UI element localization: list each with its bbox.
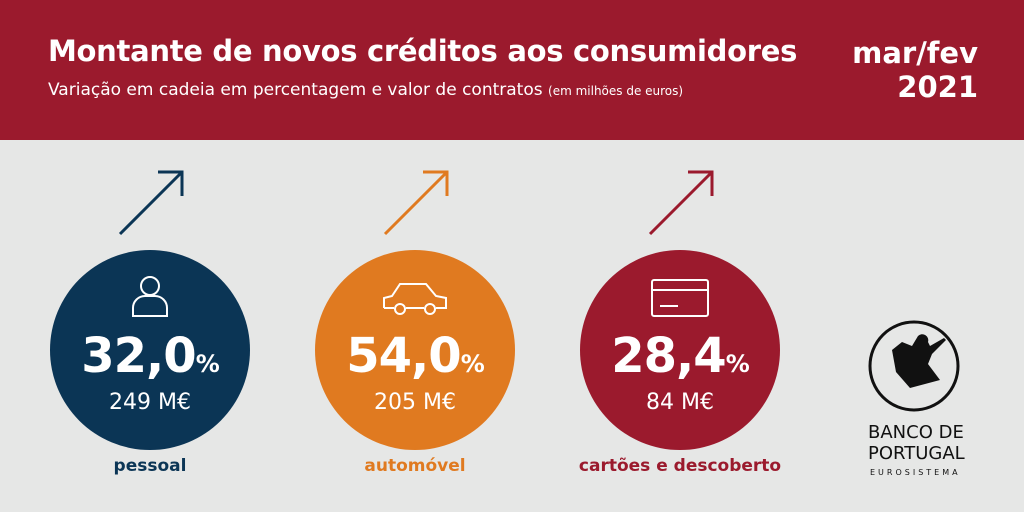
banco-de-portugal-logo: BANCO DE PORTUGAL EUROSISTEMA [862, 320, 972, 477]
credit-card-icon [651, 279, 709, 317]
logo-name-line2: PORTUGAL [868, 443, 965, 464]
trend-up-arrow-icon [118, 170, 184, 236]
percentage: 54,0% [346, 328, 484, 384]
amount: 249 M€ [109, 390, 191, 415]
card-cartoes: 28,4% 84 M€ [580, 250, 780, 450]
trend-up-arrow-icon [648, 170, 714, 236]
subtitle-text: Variação em cadeia em percentagem e valo… [48, 80, 543, 100]
page-title: Montante de novos créditos aos consumido… [48, 34, 798, 68]
label-automovel: automóvel [364, 456, 466, 476]
period: mar/fev 2021 [852, 36, 978, 104]
trend-up-arrow-icon [383, 170, 449, 236]
logo-emblem-icon [868, 320, 960, 412]
header: Montante de novos créditos aos consumido… [0, 0, 1024, 140]
logo-subtitle: EUROSISTEMA [870, 468, 961, 477]
amount: 84 M€ [646, 390, 714, 415]
period-year: 2021 [897, 70, 978, 104]
amount: 205 M€ [374, 390, 456, 415]
card-automovel: 54,0% 205 M€ [315, 250, 515, 450]
person-icon [132, 276, 168, 317]
card-pessoal: 32,0% 249 M€ [50, 250, 250, 450]
subtitle-note: (em milhões de euros) [548, 84, 684, 98]
label-pessoal: pessoal [113, 456, 187, 476]
period-months: mar/fev [852, 36, 978, 70]
percentage: 28,4% [611, 328, 749, 384]
car-icon [383, 283, 447, 315]
percentage: 32,0% [81, 328, 219, 384]
logo-name-line1: BANCO DE [868, 422, 964, 443]
page-subtitle: Variação em cadeia em percentagem e valo… [48, 80, 683, 100]
label-cartoes: cartões e descoberto [578, 456, 782, 476]
